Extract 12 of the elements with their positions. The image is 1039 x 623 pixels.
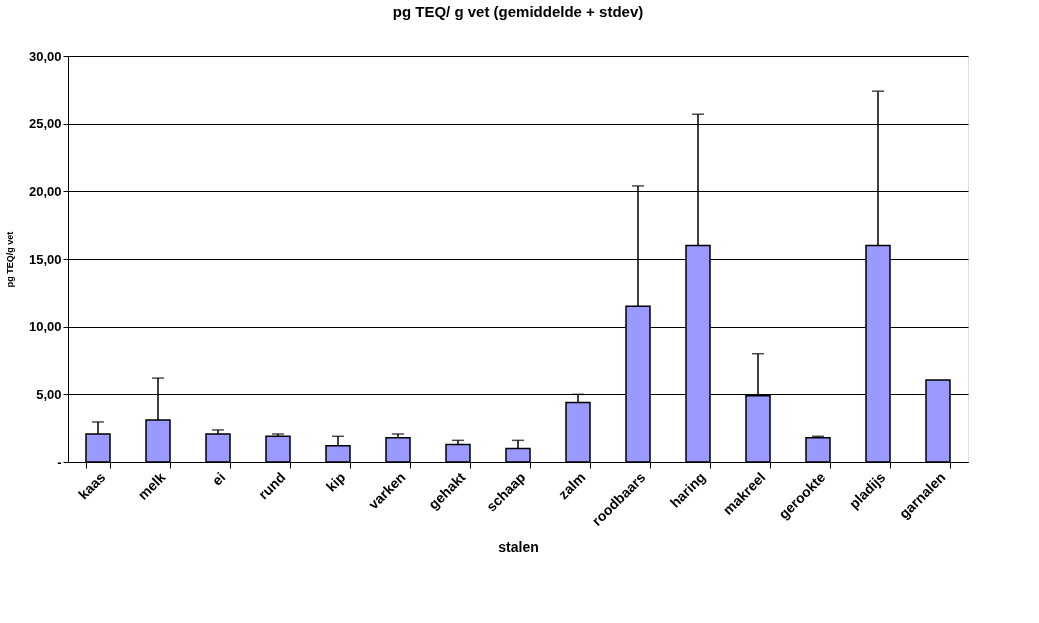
y-axis-title: pg TEQ/g vet — [4, 231, 15, 288]
y-tick-label: 20,00 — [28, 183, 62, 199]
x-axis-title: stalen — [498, 538, 539, 555]
y-tick-label: 15,00 — [28, 251, 62, 267]
x-tick-label: ei — [208, 469, 229, 489]
y-tick-label: 25,00 — [28, 116, 62, 132]
y-tick-label: - — [57, 454, 62, 470]
y-tick-label: 10,00 — [28, 319, 62, 335]
y-tick-label: 5,00 — [36, 386, 62, 402]
y-tick-label: 30,00 — [28, 48, 62, 64]
x-tick-label: kip — [322, 469, 349, 495]
chart-title: pg TEQ/ g vet (gemiddelde + stdev) — [392, 3, 644, 20]
